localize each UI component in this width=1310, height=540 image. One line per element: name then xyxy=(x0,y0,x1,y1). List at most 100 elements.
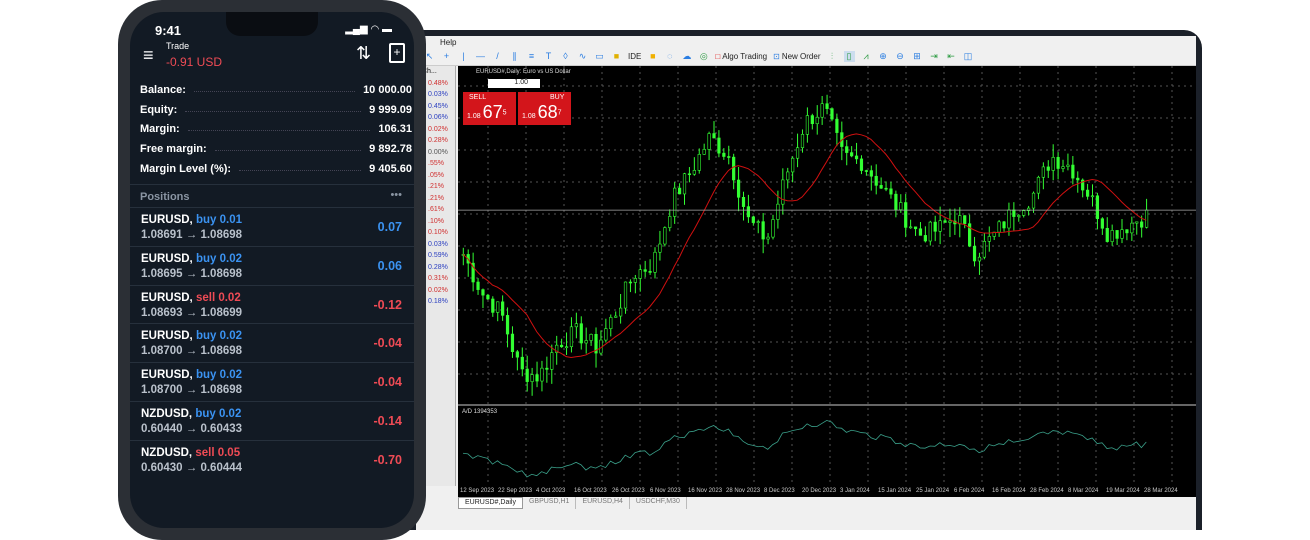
bar-chart-icon[interactable]: ⫶ xyxy=(830,51,834,61)
candle xyxy=(1130,222,1134,234)
market-watch-change[interactable]: .61% xyxy=(428,206,444,213)
candle xyxy=(850,152,854,157)
sort-icon[interactable]: ⇅ xyxy=(356,43,372,63)
text-icon[interactable]: T xyxy=(545,51,552,61)
candle xyxy=(869,170,873,177)
shift-icon[interactable]: ⇤ xyxy=(947,51,955,61)
lot-input[interactable]: 1.00 xyxy=(488,79,540,88)
candle-chart-icon[interactable]: ▯ xyxy=(843,51,855,62)
market-watch-header[interactable]: Ch... xyxy=(422,68,437,75)
candle xyxy=(1115,230,1119,239)
indicators-icon[interactable]: ∿ xyxy=(578,51,587,61)
candle xyxy=(736,179,741,198)
position-row[interactable]: EURUSD, sell 0.02 1.08693 → 1.08699 -0.12 xyxy=(130,284,414,324)
candle xyxy=(756,221,760,223)
status-icons: ▂▄▆ ◠ ▬ xyxy=(345,24,392,35)
position-row[interactable]: EURUSD, buy 0.02 1.08700 → 1.08698 -0.04 xyxy=(130,323,414,362)
line-chart-icon[interactable]: ⩘ xyxy=(863,51,869,61)
zoom-out-icon[interactable]: ⊖ xyxy=(896,51,904,61)
date-tick: 28 Mar 2024 xyxy=(1144,488,1178,494)
fibonacci-icon[interactable]: ≡ xyxy=(528,51,535,61)
candle xyxy=(845,146,849,153)
position-row[interactable]: EURUSD, buy 0.02 1.08695 → 1.08698 0.06 xyxy=(130,245,414,285)
chart-tab[interactable]: EURUSD,H4 xyxy=(576,497,630,509)
cloud-icon[interactable]: ☁ xyxy=(682,51,692,61)
cursor-icon[interactable]: ↖ xyxy=(425,51,434,61)
position-row[interactable]: NZDUSD, buy 0.02 0.60440 → 0.60433 -0.14 xyxy=(130,401,414,440)
market-watch-change[interactable]: 0.02% xyxy=(428,286,448,294)
channel-icon[interactable]: ∥ xyxy=(512,51,517,61)
market-watch-change[interactable]: 0.02% xyxy=(428,125,448,133)
market-watch-change[interactable]: 0.59% xyxy=(428,252,448,259)
sell-button[interactable]: SELL 1.08 675 xyxy=(463,92,516,125)
bag-icon[interactable]: ■ xyxy=(650,51,656,61)
market-watch-change[interactable]: .10% xyxy=(428,217,444,225)
toolbar: ↖ + | — / ∥ ≡ T ◊ ∿ ▭ ■ IDE ■ ◌ ☁ ◎ □ Alg… xyxy=(416,48,1196,66)
market-watch-change[interactable]: 0.28% xyxy=(428,263,448,271)
ide-button[interactable]: IDE xyxy=(628,52,642,61)
position-row[interactable]: NZDUSD, sell 0.05 0.60430 → 0.60444 -0.70 xyxy=(130,439,414,479)
vps-icon[interactable]: ◎ xyxy=(699,51,708,61)
position-profit: 0.07 xyxy=(377,220,402,234)
market-watch-change[interactable]: 0.28% xyxy=(428,137,448,144)
candle xyxy=(761,221,765,240)
price-chart[interactable] xyxy=(458,66,1196,486)
market-watch-change[interactable]: 0.03% xyxy=(428,91,448,98)
candle xyxy=(574,323,578,328)
market-watch-change[interactable]: .21% xyxy=(428,183,444,190)
shapes-icon[interactable]: ◊ xyxy=(563,51,568,61)
header-title: Trade xyxy=(166,41,190,51)
market-watch-change[interactable]: 0.00% xyxy=(428,148,448,156)
algo-icon: □ xyxy=(715,52,721,61)
candle xyxy=(771,219,775,238)
position-side: buy 0.02 xyxy=(195,330,242,343)
crosshair-icon[interactable]: + xyxy=(443,51,450,61)
grid-icon[interactable]: ⊞ xyxy=(913,51,921,61)
trendline-icon[interactable]: / xyxy=(496,51,499,61)
position-profit: 0.06 xyxy=(377,258,402,273)
market-watch-change[interactable]: .05% xyxy=(428,171,444,179)
candle xyxy=(579,323,583,344)
coin-icon[interactable]: ■ xyxy=(613,51,620,61)
candle xyxy=(510,333,515,353)
market-watch-change[interactable]: 0.45% xyxy=(428,102,448,110)
position-row[interactable]: EURUSD, buy 0.01 1.08691 → 1.08698 0.07 xyxy=(130,207,414,246)
position-prices: 1.08700 → 1.08698 xyxy=(141,384,243,397)
market-watch-change[interactable]: .21% xyxy=(428,194,444,202)
market-watch-change[interactable]: 0.10% xyxy=(428,229,448,236)
position-row[interactable]: EURUSD, buy 0.02 1.08700 → 1.08698 -0.04 xyxy=(130,362,414,401)
vertical-line-icon[interactable]: | xyxy=(462,51,465,61)
screenshot-icon[interactable]: ◫ xyxy=(963,51,973,61)
candle xyxy=(923,235,927,242)
signals-icon[interactable]: ◌ xyxy=(667,51,673,61)
candle xyxy=(938,220,942,232)
zoom-in-icon[interactable]: ⊕ xyxy=(879,51,887,61)
market-watch-change[interactable]: 0.03% xyxy=(428,240,448,248)
chart-tab[interactable]: GBPUSD,H1 xyxy=(523,497,577,509)
horizontal-line-icon[interactable]: — xyxy=(476,51,485,61)
position-prices: 1.08691 → 1.08698 xyxy=(141,229,243,241)
candle xyxy=(997,221,1001,233)
position-symbol: EURUSD, xyxy=(141,330,193,343)
candle xyxy=(751,216,755,223)
new-order-button[interactable]: ⊡ New Order xyxy=(773,52,821,61)
date-tick: 20 Dec 2023 xyxy=(802,488,837,494)
market-watch-change[interactable]: .55% xyxy=(428,160,444,167)
market-watch-change[interactable]: 0.06% xyxy=(428,114,448,121)
new-order-icon[interactable]: + xyxy=(389,43,405,63)
chart-tab[interactable]: USDCHF,M30 xyxy=(630,497,687,509)
more-icon[interactable]: ••• xyxy=(390,189,402,201)
market-watch-change[interactable]: 0.31% xyxy=(428,275,448,282)
chart-tab[interactable]: EURUSD#,Daily xyxy=(458,497,523,509)
algo-trading-button[interactable]: □ Algo Trading xyxy=(715,52,768,61)
market-watch-change[interactable]: 0.48% xyxy=(428,79,448,87)
candle xyxy=(1036,176,1041,194)
candle xyxy=(913,226,918,230)
menu-icon[interactable]: ≡ xyxy=(143,45,154,65)
buy-button[interactable]: BUY 1.08 687 xyxy=(518,92,571,125)
menu-help[interactable]: Help xyxy=(440,38,457,47)
autoscroll-icon[interactable]: ⇥ xyxy=(930,51,938,61)
market-watch-change[interactable]: 0.18% xyxy=(428,298,448,305)
candle xyxy=(614,315,618,318)
templates-icon[interactable]: ▭ xyxy=(595,51,604,61)
